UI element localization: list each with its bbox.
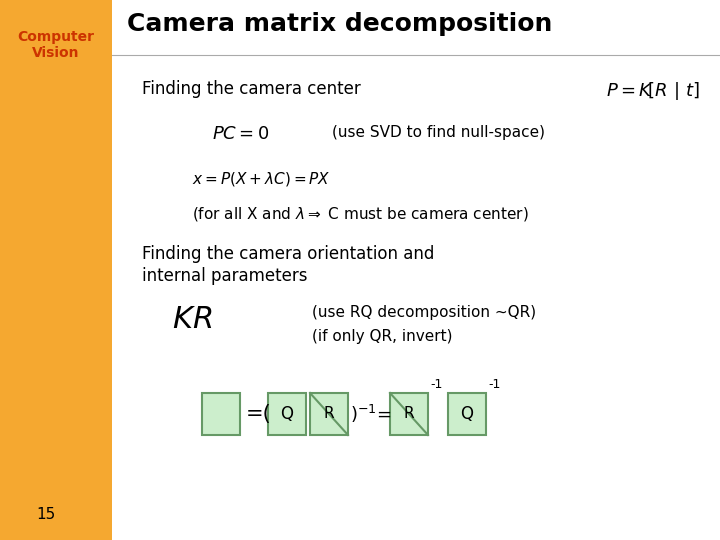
Text: Q: Q [281,405,294,423]
Text: internal parameters: internal parameters [142,267,307,285]
Text: (use RQ decomposition ~QR): (use RQ decomposition ~QR) [312,305,536,320]
Text: )$^{-1}$=: )$^{-1}$= [350,403,392,425]
Text: $PC = 0$: $PC = 0$ [212,125,269,143]
Bar [268,393,306,435]
Bar [448,393,486,435]
Bar [390,393,428,435]
Text: =(: =( [246,404,271,424]
Text: (for all X and $\lambda \Rightarrow$ C must be camera center): (for all X and $\lambda \Rightarrow$ C m… [192,205,528,223]
Text: 15: 15 [37,507,55,522]
Bar [310,393,348,435]
Text: $x = P(X + \lambda C) = PX$: $x = P(X + \lambda C) = PX$ [192,170,330,188]
Text: $P = K\!\left[R\ |\ t\right]$: $P = K\!\left[R\ |\ t\right]$ [606,80,700,102]
Text: R: R [404,407,414,422]
Bar [0,0,112,540]
Text: (if only QR, invert): (if only QR, invert) [312,329,452,344]
Bar [202,393,240,435]
Text: Q: Q [461,405,474,423]
Text: -1: -1 [430,378,442,391]
Text: Finding the camera orientation and: Finding the camera orientation and [142,245,434,263]
Text: $KR$: $KR$ [172,305,212,334]
Text: R: R [324,407,334,422]
Text: -1: -1 [488,378,500,391]
Text: Computer
Vision: Computer Vision [17,30,94,60]
Text: Camera matrix decomposition: Camera matrix decomposition [127,12,552,36]
Text: (use SVD to find null-space): (use SVD to find null-space) [332,125,545,140]
Text: Finding the camera center: Finding the camera center [142,80,361,98]
